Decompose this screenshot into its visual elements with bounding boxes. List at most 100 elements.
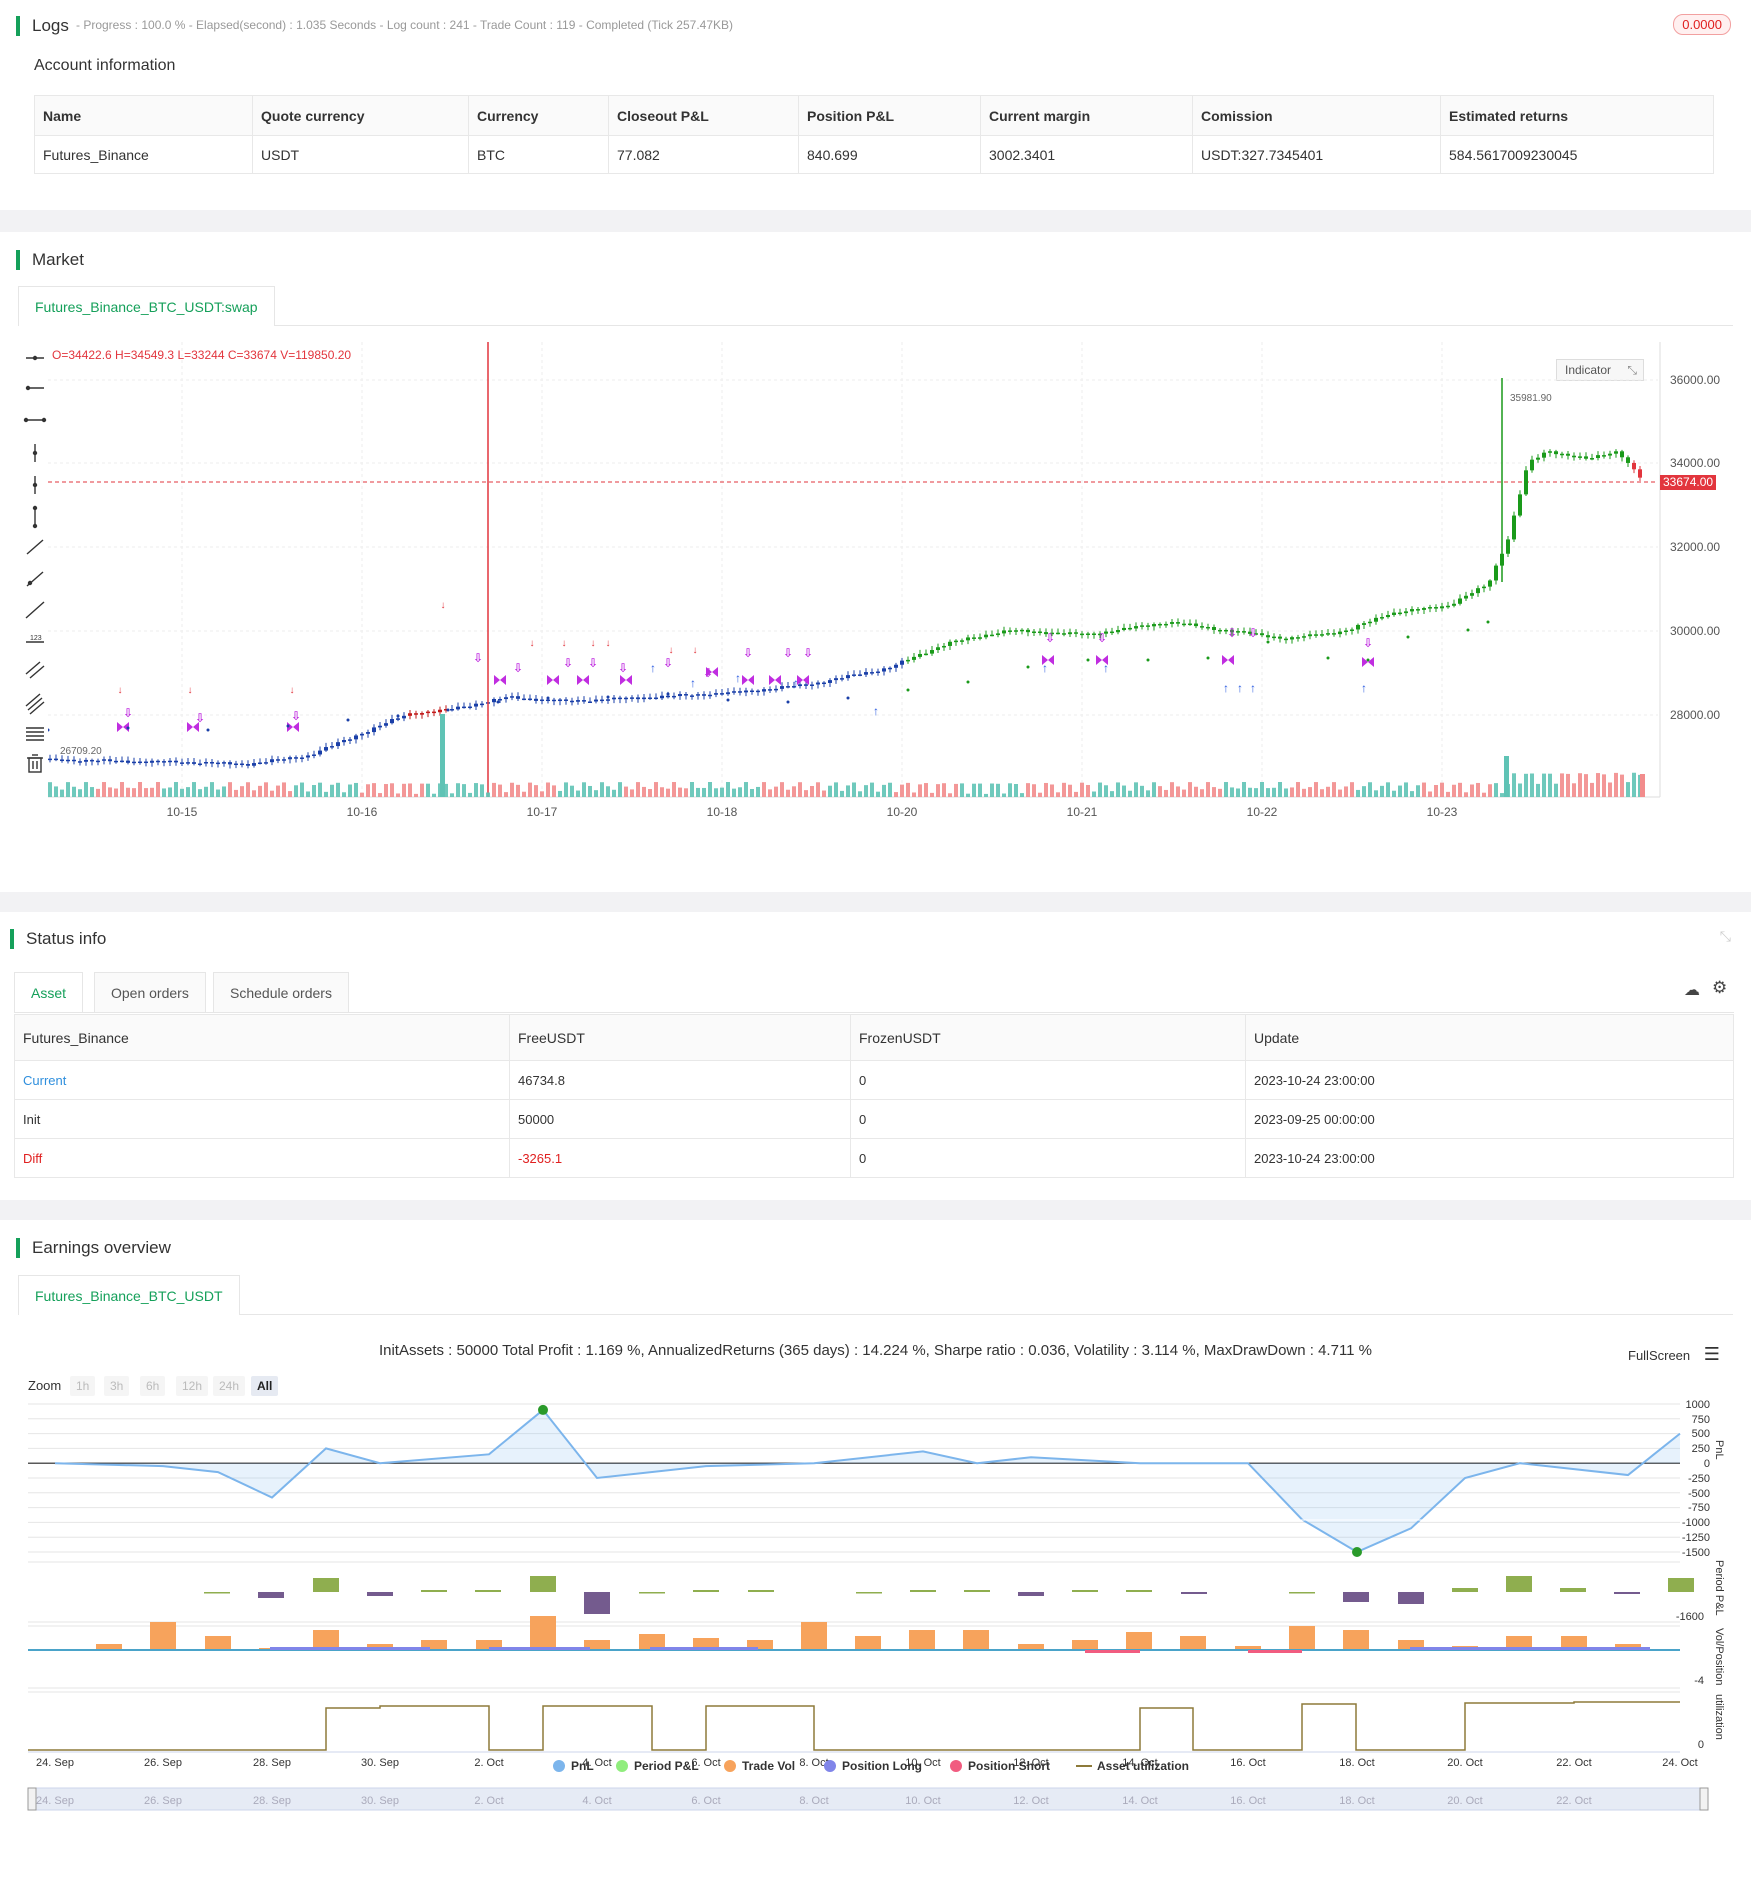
date-label: 18. Oct	[1339, 1757, 1374, 1769]
market-section: Market Futures_Binance_BTC_USDT:swap 123	[0, 232, 1751, 892]
tab-schedule-orders[interactable]: Schedule orders	[213, 972, 349, 1012]
trend-dot	[726, 698, 730, 702]
legend-item-position-long[interactable]: Position Long	[824, 1759, 922, 1773]
account-cell: 3002.3401	[980, 135, 1193, 174]
zoom-3h-button[interactable]: 3h	[104, 1376, 130, 1396]
candle-body	[1044, 632, 1048, 635]
gear-icon[interactable]: ⚙	[1712, 978, 1728, 997]
price-range-icon[interactable]: 123	[26, 635, 44, 643]
volume-bar	[366, 784, 370, 797]
volume-bar	[1128, 790, 1132, 797]
pitchfork-icon[interactable]	[25, 693, 45, 715]
marker-arrow-long: ↑	[1237, 681, 1243, 695]
zoom-1h-button[interactable]: 1h	[70, 1376, 96, 1396]
cloud-download-icon[interactable]: ☁	[1684, 982, 1700, 999]
collapse-icon[interactable]: ⤡	[1719, 928, 1731, 944]
candle-body	[606, 699, 610, 701]
tab-asset[interactable]: Asset	[14, 972, 84, 1012]
volume-bar	[558, 790, 562, 797]
position-short-bar	[1085, 1650, 1140, 1653]
candle-body	[300, 757, 304, 759]
util-axis-label: 0	[1698, 1739, 1704, 1751]
legend-item-position-short[interactable]: Position Short	[950, 1759, 1050, 1773]
account-header: Currency	[468, 95, 609, 136]
zoom-24h-button[interactable]: 24h	[213, 1376, 246, 1396]
volume-bar	[1218, 788, 1222, 797]
candle-body	[126, 760, 130, 763]
volume-bar	[678, 787, 682, 797]
tab-earnings-symbol[interactable]: Futures_Binance_BTC_USDT	[18, 1275, 240, 1315]
parallel-channel-icon[interactable]	[25, 661, 45, 679]
volume-bar	[528, 782, 532, 797]
indicator-button[interactable]: Indicator ⤡	[1556, 359, 1644, 381]
period-pnl-bar	[1072, 1590, 1098, 1592]
volume-bar	[702, 787, 706, 797]
navigator-left-handle[interactable]	[27, 1787, 37, 1811]
tab-market-symbol[interactable]: Futures_Binance_BTC_USDT:swap	[18, 286, 275, 326]
tab-open-orders[interactable]: Open orders	[94, 972, 206, 1012]
fibonacci-icon[interactable]	[26, 727, 44, 741]
legend-item-period-pnl[interactable]: Period P&L	[616, 1759, 699, 1773]
logs-title: Logs	[16, 16, 69, 36]
trash-icon[interactable]	[27, 754, 43, 773]
vertical-segment-icon[interactable]	[32, 476, 38, 494]
marker-signal	[742, 675, 754, 685]
candle-body	[522, 698, 526, 701]
period-pnl-bar	[204, 1592, 230, 1594]
candle-body	[1428, 607, 1432, 609]
period-pnl-pane	[204, 1576, 1694, 1614]
marker-arrow-short: ↓	[693, 645, 698, 656]
cell-frozen: 0	[850, 1099, 1246, 1139]
legend-item-pnl[interactable]: PnL	[553, 1759, 594, 1773]
candle-body	[120, 760, 124, 763]
trade-vol-bar	[1506, 1636, 1532, 1650]
horizontal-line-icon[interactable]	[26, 355, 44, 361]
vertical-arrow-icon[interactable]	[32, 505, 38, 529]
ray-icon[interactable]	[26, 571, 44, 587]
volume-bar	[696, 787, 700, 797]
candle-body	[1326, 633, 1330, 635]
candle-body	[1440, 606, 1444, 609]
candle-body	[102, 759, 106, 761]
account-header: Closeout P&L	[608, 95, 799, 136]
candle-body	[1458, 598, 1462, 604]
trend-line-icon[interactable]	[26, 539, 44, 555]
zoom-6h-button[interactable]: 6h	[140, 1376, 166, 1396]
account-cell: USDT	[252, 135, 469, 174]
account-cell: Futures_Binance	[34, 135, 253, 174]
candle-body	[1314, 634, 1318, 636]
legend-item-trade-vol[interactable]: Trade Vol	[724, 1759, 795, 1773]
nav-label: 10. Oct	[905, 1795, 940, 1807]
marker-close: ⇩	[563, 656, 573, 670]
volume-bar	[216, 789, 220, 797]
navigator-axis: 24. Sep 26. Sep 28. Sep 30. Sep 2. Oct 4…	[36, 1795, 1592, 1807]
candle-body	[540, 699, 544, 702]
volume-bar	[504, 792, 508, 797]
horizontal-ray-icon[interactable]	[25, 385, 44, 391]
candlestick-chart[interactable]: 36000.00 34000.00 32000.00 30000.00 2800…	[48, 342, 1738, 872]
candle-body	[642, 697, 646, 700]
volume-bar	[840, 790, 844, 797]
navigator-right-handle[interactable]	[1699, 1787, 1709, 1811]
candle-body	[786, 686, 790, 688]
zoom-all-button[interactable]: All	[251, 1376, 279, 1396]
price-label: 34000.00	[1670, 456, 1720, 470]
vertical-line-icon[interactable]	[32, 444, 38, 462]
extended-trend-icon[interactable]	[25, 601, 45, 619]
candle-body	[1308, 634, 1312, 637]
candle-body	[1278, 636, 1282, 639]
zoom-12h-button[interactable]: 12h	[176, 1376, 209, 1396]
earnings-chart[interactable]: 1000 750 500 250 0 -250 -500 -750 -1000 …	[0, 1400, 1751, 1896]
volume-bar	[612, 789, 616, 797]
candle-body	[1530, 459, 1534, 471]
extended-line-icon[interactable]	[23, 417, 47, 423]
fullscreen-button[interactable]: FullScreen ☰	[1628, 1344, 1720, 1365]
account-header: Name	[34, 95, 253, 136]
legend-item-asset-utilization[interactable]: Asset utilization	[1076, 1759, 1189, 1773]
nav-label: 28. Sep	[253, 1795, 291, 1807]
candle-body	[1578, 456, 1582, 458]
candle-body	[894, 664, 898, 668]
candle-body	[858, 674, 862, 676]
volume-bar	[1464, 792, 1468, 797]
position-long-bar	[1410, 1647, 1650, 1650]
